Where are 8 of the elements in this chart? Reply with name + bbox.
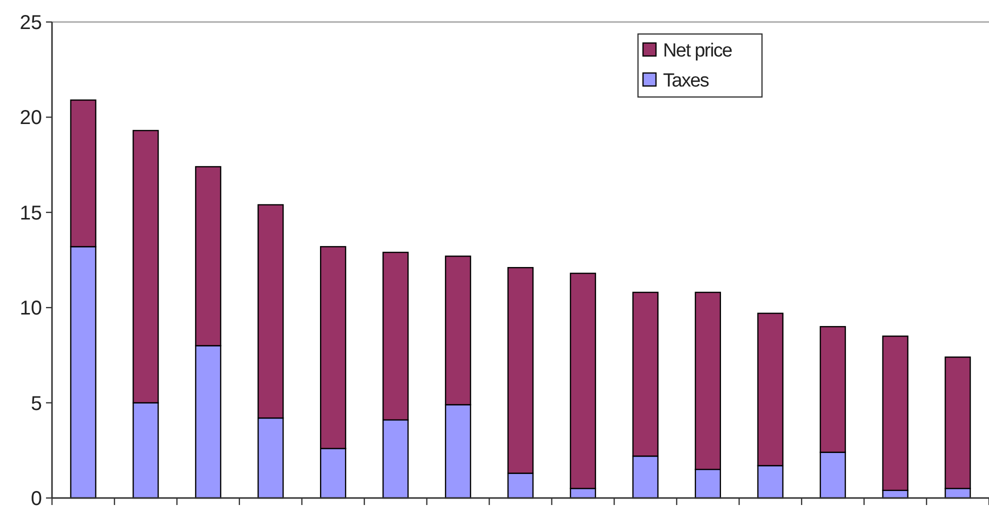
y-tick-label: 10	[20, 298, 42, 320]
legend-label: Taxes	[663, 70, 709, 92]
y-tick-label: 20	[20, 107, 42, 130]
legend-label: Net price	[663, 40, 732, 62]
y-tick-label: 0	[30, 488, 42, 507]
y-tick-label: 25	[20, 12, 42, 34]
y-tick-label: 5	[30, 392, 42, 415]
y-tick-label: 15	[20, 202, 42, 224]
